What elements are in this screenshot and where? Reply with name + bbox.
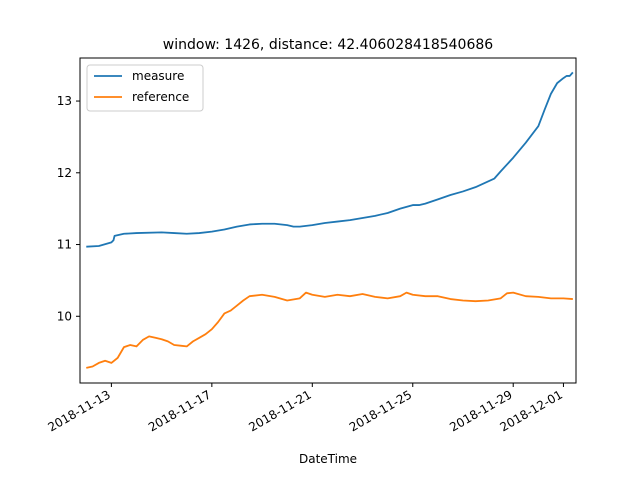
plot-frame <box>79 57 577 384</box>
legend-label-reference: reference <box>132 90 189 104</box>
y-tick-label: 13 <box>57 94 72 108</box>
series-line-measure <box>86 71 574 248</box>
legend-label-measure: measure <box>132 69 184 83</box>
series-line-reference <box>86 291 573 369</box>
y-tick-label: 10 <box>57 309 72 323</box>
y-axis: 10 11 12 13 <box>57 94 80 323</box>
y-tick-label: 11 <box>57 238 72 252</box>
legend: measure reference <box>86 64 204 112</box>
series-layer <box>86 71 574 369</box>
y-tick-label: 12 <box>57 166 72 180</box>
chart-title: window: 1426, distance: 42.4060284185406… <box>163 37 494 53</box>
x-axis-label: DateTime <box>299 452 357 466</box>
